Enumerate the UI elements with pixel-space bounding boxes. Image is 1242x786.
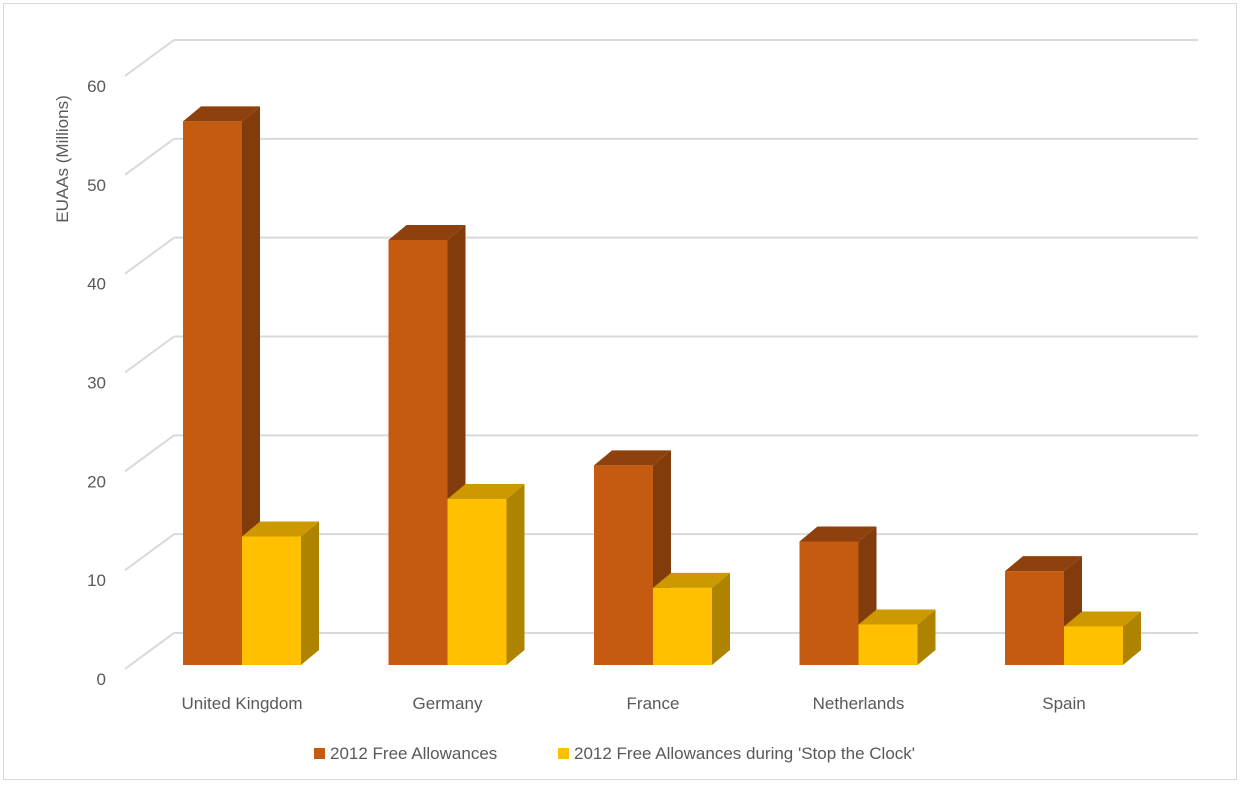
bar <box>447 483 525 665</box>
y-axis-title: EUAAs (Millions) <box>53 95 72 223</box>
x-tick-label: Netherlands <box>813 694 905 713</box>
gridlines <box>124 39 1198 670</box>
legend-label: 2012 Free Allowances <box>330 744 497 763</box>
gridline <box>124 39 1198 77</box>
x-axis-ticks: United Kingdom Germany France Netherlands Sp… <box>182 694 1086 713</box>
legend-item: 2012 Free Allowances <box>314 744 497 763</box>
chart-frame: 0 10 20 30 40 50 60 EUAAs (Millions) United Ki… <box>3 3 1237 780</box>
x-tick-label: United Kingdom <box>182 694 303 713</box>
gridline <box>124 533 1198 571</box>
y-tick-label: 50 <box>87 176 106 195</box>
y-tick-label: 40 <box>87 275 106 294</box>
y-tick-label: 30 <box>87 374 106 393</box>
y-axis-ticks: 0 10 20 30 40 50 60 <box>87 77 106 689</box>
x-tick-label: Germany <box>413 694 483 713</box>
y-tick-label: 20 <box>87 472 106 491</box>
y-tick-label: 0 <box>97 670 106 689</box>
legend: 2012 Free Allowances 2012 Free Allowances… <box>314 744 915 763</box>
gridline <box>124 236 1198 275</box>
gridline <box>124 434 1198 473</box>
legend-swatch <box>558 748 569 759</box>
y-tick-label: 10 <box>87 571 106 590</box>
legend-label: 2012 Free Allowances during 'Stop the Cl… <box>574 744 915 763</box>
bar <box>242 521 319 665</box>
bar <box>594 450 671 665</box>
x-tick-label: Spain <box>1042 694 1085 713</box>
bar <box>653 572 730 665</box>
chart-svg: 0 10 20 30 40 50 60 EUAAs (Millions) United Ki… <box>53 39 1198 763</box>
gridline <box>124 137 1198 176</box>
x-tick-label: France <box>627 694 680 713</box>
y-tick-label: 60 <box>87 77 106 96</box>
bar <box>858 609 936 665</box>
legend-swatch <box>314 748 325 759</box>
legend-item: 2012 Free Allowances during 'Stop the Cl… <box>558 744 915 763</box>
bar <box>1064 611 1141 665</box>
gridline <box>124 335 1198 374</box>
bars <box>183 106 1141 665</box>
